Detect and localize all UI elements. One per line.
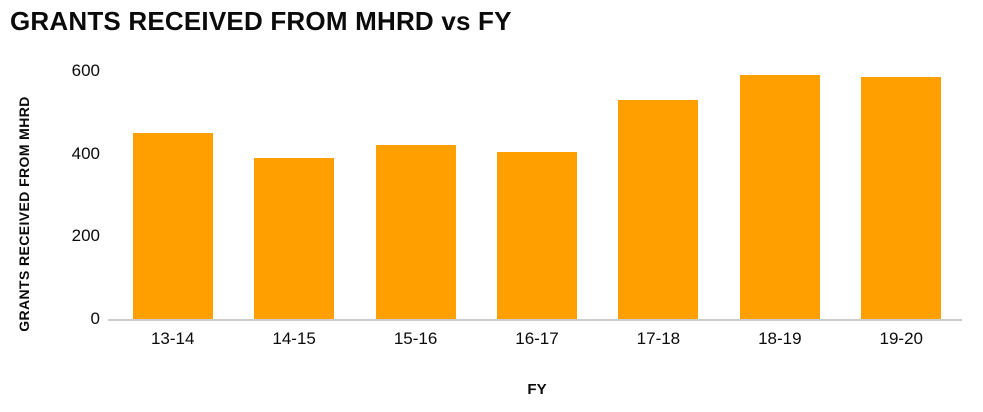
plot-area: [112, 71, 962, 319]
bar-slot: [841, 71, 962, 319]
x-tick-label: 15-16: [393, 329, 438, 348]
x-tick-label: 18-19: [758, 329, 802, 348]
y-axis-ticks: 0 200 400 600: [0, 0, 100, 412]
bar-slot: [112, 71, 233, 319]
bar-16-17: [496, 151, 577, 319]
y-tick-label: 200: [71, 226, 100, 246]
bar-14-15: [254, 157, 335, 319]
y-tick-label: 400: [71, 143, 100, 163]
bar-17-18: [618, 99, 699, 319]
x-tick-label: 14-15: [272, 329, 316, 348]
y-tick-label: 0: [90, 309, 100, 328]
bar-slot: [233, 71, 354, 319]
x-tick-label: 16-17: [515, 329, 559, 348]
bar-13-14: [132, 133, 213, 319]
x-tick-label: 13-14: [150, 329, 195, 348]
bar-slot: [476, 71, 597, 319]
bar-18-19: [739, 75, 820, 319]
chart-title: GRANTS RECEIVED FROM MHRD vs FY: [10, 6, 512, 36]
x-axis-title: FY: [527, 381, 547, 398]
bar-slot: [355, 71, 476, 319]
bar-slot: [598, 71, 719, 319]
x-tick-label: 19-20: [879, 329, 923, 348]
bar-15-16: [375, 145, 456, 319]
bar-slot: [719, 71, 840, 319]
x-tick-label: 17-18: [636, 329, 681, 348]
bar-19-20: [861, 77, 942, 319]
x-axis-ticks: 13-14 14-15 15-16 16-17 17-18 18-19 19-20: [112, 329, 962, 349]
y-tick-label: 600: [71, 61, 100, 80]
x-axis-line: [108, 319, 962, 321]
